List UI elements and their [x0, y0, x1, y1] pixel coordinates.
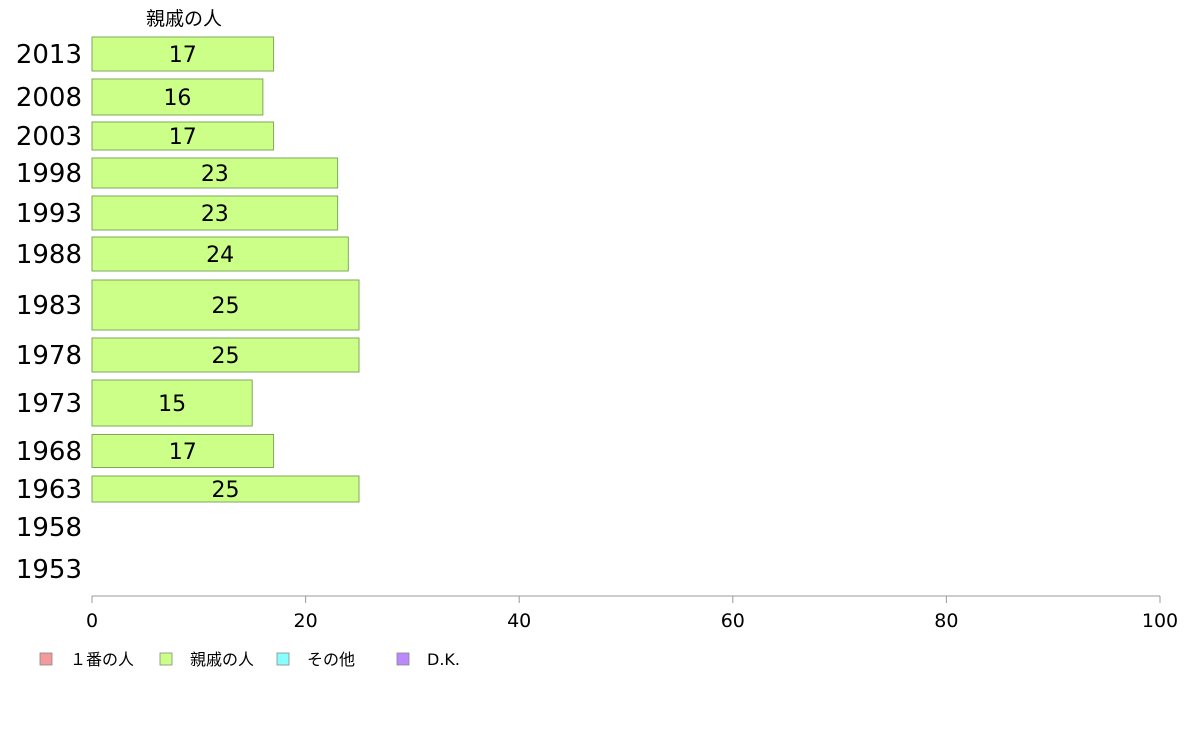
x-tick-label-0: 0	[86, 610, 98, 632]
x-tick-label-80: 80	[934, 610, 958, 632]
year-label-1973: 1973	[16, 389, 82, 419]
year-label-1958: 1958	[16, 513, 82, 543]
series-title: 親戚の人	[146, 8, 222, 30]
bar-value-1983: 25	[212, 294, 240, 319]
year-label-1983: 1983	[16, 291, 82, 321]
legend-swatch-0	[39, 652, 53, 666]
year-label-2013: 2013	[16, 40, 82, 70]
legend-swatch-1	[159, 652, 173, 666]
legend-label-3: D.K.	[427, 650, 460, 669]
bar-value-2003: 17	[169, 125, 197, 150]
legend-label-0: １番の人	[70, 650, 134, 669]
x-tick-label-20: 20	[294, 610, 318, 632]
bar-value-1963: 25	[212, 478, 240, 503]
year-label-1978: 1978	[16, 341, 82, 371]
bar-1993	[91, 195, 339, 231]
bar-value-1988: 24	[206, 243, 234, 268]
bar-value-2013: 17	[169, 43, 197, 68]
bar-2008	[91, 78, 264, 116]
year-label-1993: 1993	[16, 199, 82, 229]
bar-1963	[91, 475, 360, 503]
year-label-1963: 1963	[16, 475, 82, 505]
bars	[91, 36, 360, 503]
bar-1973	[91, 379, 253, 427]
bar-1978	[91, 337, 360, 373]
legend-label-2: その他	[307, 650, 355, 669]
legend: １番の人 親戚の人 その他 D.K.	[39, 650, 460, 669]
year-label-2008: 2008	[16, 83, 82, 113]
bar-1988	[91, 236, 349, 272]
bar-2013	[91, 36, 275, 72]
year-labels: 2013 2008 2003 1998 1993 1988 1983 1978 1973 1968…	[16, 40, 82, 585]
year-label-1988: 1988	[16, 240, 82, 270]
x-tick-label-40: 40	[507, 610, 531, 632]
bar-1998	[91, 157, 339, 189]
x-tick-label-60: 60	[721, 610, 745, 632]
year-label-2003: 2003	[16, 122, 82, 152]
bar-value-1993: 23	[201, 202, 229, 227]
x-axis: 0 20 40 60 80 100	[86, 595, 1178, 632]
bar-value-1973: 15	[158, 392, 186, 417]
bar-value-1998: 23	[201, 162, 229, 187]
year-label-1968: 1968	[16, 437, 82, 467]
bar-1968	[91, 434, 275, 468]
legend-label-1: 親戚の人	[190, 650, 254, 669]
bar-value-1978: 25	[212, 344, 240, 369]
legend-swatch-3	[396, 652, 410, 666]
bar-1983	[91, 279, 360, 331]
year-label-1998: 1998	[16, 159, 82, 189]
bar-value-1968: 17	[169, 440, 197, 465]
bar-2003	[91, 121, 275, 151]
legend-swatch-2	[276, 652, 290, 666]
x-tick-label-100: 100	[1142, 610, 1178, 632]
year-label-1953: 1953	[16, 555, 82, 585]
bar-value-2008: 16	[163, 86, 191, 111]
